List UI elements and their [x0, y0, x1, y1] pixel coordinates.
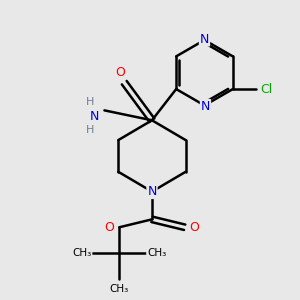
- Text: CH₃: CH₃: [110, 284, 129, 294]
- Text: N: N: [90, 110, 99, 123]
- Text: N: N: [200, 32, 209, 46]
- Text: CH₃: CH₃: [72, 248, 92, 258]
- Text: N: N: [201, 100, 210, 113]
- Text: O: O: [115, 66, 125, 79]
- Text: Cl: Cl: [260, 82, 273, 96]
- Text: O: O: [104, 221, 114, 234]
- Text: H: H: [86, 125, 95, 135]
- Text: N: N: [147, 185, 157, 198]
- Text: H: H: [86, 98, 95, 107]
- Text: O: O: [190, 221, 200, 234]
- Text: CH₃: CH₃: [147, 248, 166, 258]
